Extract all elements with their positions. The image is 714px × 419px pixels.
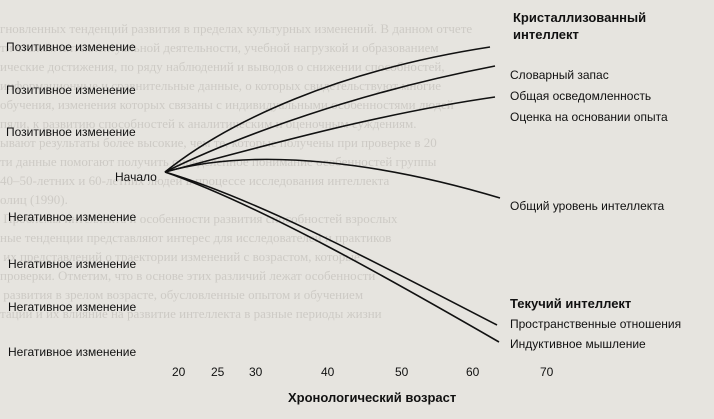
crystallized-title-line1: Кристаллизованный	[513, 10, 647, 25]
crystallized-curve-middle	[164, 65, 496, 173]
x-tick-50: 50	[395, 365, 409, 379]
x-tick-30: 30	[249, 365, 263, 379]
general-level-curve	[164, 158, 501, 199]
crystallized-item-vocabulary: Словарный запас	[510, 68, 609, 82]
general-level-label: Общий уровень интеллекта	[510, 199, 665, 213]
left-label-positive-2: Позитивное изменение	[6, 83, 136, 97]
fluid-curve-spatial	[164, 171, 498, 326]
x-tick-20: 20	[172, 365, 186, 379]
fluid-item-spatial: Пространственные отношения	[510, 317, 682, 331]
left-label-negative-1: Негативное изменение	[8, 210, 137, 224]
crystallized-curve-top	[164, 46, 491, 173]
left-label-negative-2: Негативное изменение	[8, 257, 137, 271]
left-label-positive-1: Позитивное изменение	[6, 40, 136, 54]
fluid-title: Текучий интеллект	[510, 296, 632, 311]
x-tick-60: 60	[466, 365, 480, 379]
start-label: Начало	[115, 170, 157, 184]
fluid-item-inductive: Индуктивное мышление	[510, 337, 646, 351]
left-label-negative-4: Негативное изменение	[8, 345, 137, 359]
crystallized-item-general-knowledge: Общая осведомленность	[510, 89, 652, 103]
crystallized-curve-bottom	[164, 96, 496, 173]
fluid-curve-inductive	[164, 171, 500, 343]
x-axis-title: Хронологический возраст	[288, 390, 457, 405]
left-label-negative-3: Негативное изменение	[8, 300, 137, 314]
left-label-positive-3: Позитивное изменение	[6, 125, 136, 139]
crystallized-item-experience-judgement: Оценка на основании опыта	[510, 110, 668, 124]
x-tick-25: 25	[211, 365, 225, 379]
x-tick-70: 70	[540, 365, 554, 379]
x-tick-40: 40	[321, 365, 335, 379]
crystallized-title-line2: интеллект	[513, 27, 579, 42]
